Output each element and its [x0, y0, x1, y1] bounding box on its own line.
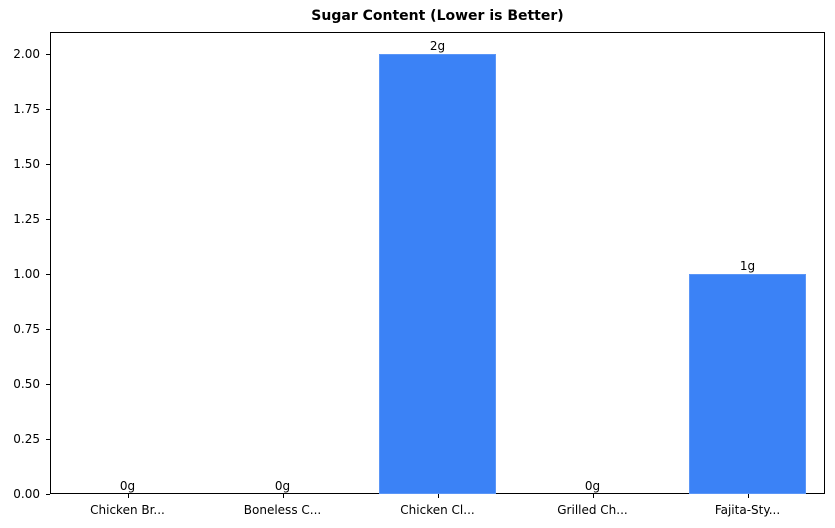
bar — [379, 54, 496, 494]
y-tick-label: 2.00 — [13, 47, 40, 61]
y-tick-mark — [46, 329, 50, 330]
y-tick-label: 0.00 — [13, 487, 40, 501]
y-tick-label: 0.25 — [13, 432, 40, 446]
y-tick-mark — [46, 219, 50, 220]
bar-value-label: 1g — [739, 259, 756, 273]
x-tick-mark — [282, 494, 284, 498]
bar-value-label: 0g — [584, 479, 601, 493]
y-tick-mark — [46, 274, 50, 275]
y-tick-mark — [46, 439, 50, 440]
x-tick-mark — [437, 494, 439, 498]
x-tick-mark — [747, 494, 749, 498]
y-tick-label: 0.50 — [13, 377, 40, 391]
y-tick-mark — [46, 109, 50, 110]
y-tick-label: 0.75 — [13, 322, 40, 336]
bar-value-label: 2g — [429, 39, 446, 53]
y-tick-mark — [46, 54, 50, 55]
y-tick-label: 1.75 — [13, 102, 40, 116]
y-tick-mark — [46, 494, 50, 495]
x-tick-label: Chicken Br... — [90, 503, 165, 517]
y-tick-label: 1.00 — [13, 267, 40, 281]
bar-value-label: 0g — [274, 479, 291, 493]
x-tick-label: Fajita-Sty... — [714, 503, 781, 517]
bar — [689, 274, 806, 494]
x-tick-label: Grilled Ch... — [557, 503, 628, 517]
x-tick-label: Boneless C... — [243, 503, 322, 517]
x-tick-mark — [127, 494, 129, 498]
y-tick-label: 1.50 — [13, 157, 40, 171]
x-tick-label: Chicken Cl... — [400, 503, 475, 517]
chart-title: Sugar Content (Lower is Better) — [311, 8, 564, 24]
bar-value-label: 0g — [119, 479, 136, 493]
y-tick-mark — [46, 384, 50, 385]
x-tick-mark — [592, 494, 594, 498]
y-tick-mark — [46, 164, 50, 165]
y-tick-label: 1.25 — [13, 212, 40, 226]
